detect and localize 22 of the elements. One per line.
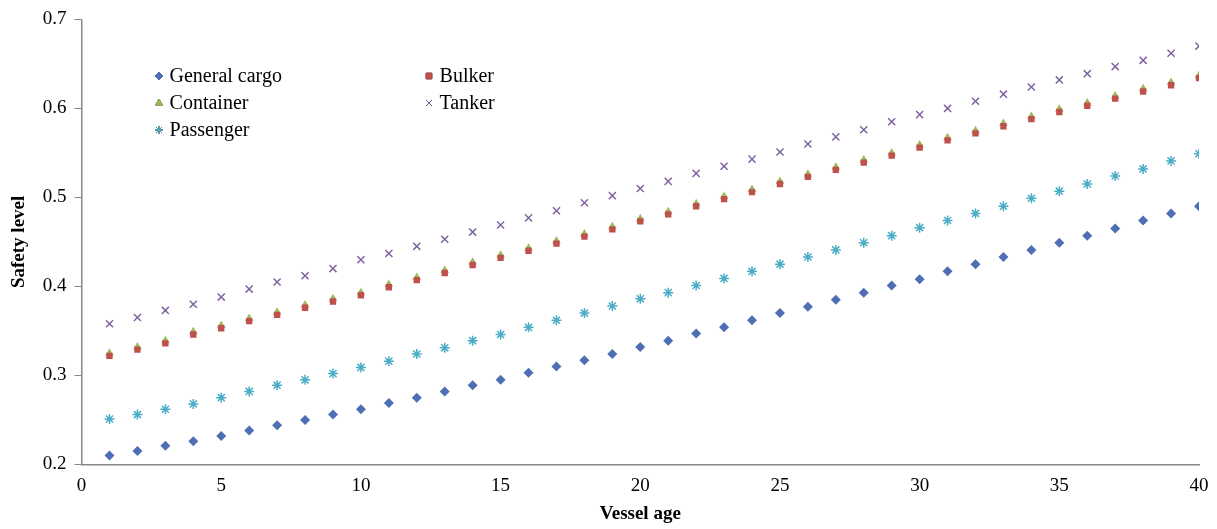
y-tick-label: 0.3 [42, 363, 67, 385]
y-tick-label: 0.7 [42, 7, 67, 29]
x-axis-title: Vessel age [599, 501, 681, 523]
x-tick-label: 0 [76, 473, 87, 495]
y-tick-label: 0.5 [42, 185, 67, 207]
x-tick-label: 35 [1049, 473, 1069, 495]
x-tick-label: 15 [491, 473, 511, 495]
y-tick-label: 0.4 [42, 274, 68, 296]
legend-label: Tanker [439, 91, 495, 115]
legend-label: Passenger [169, 118, 250, 142]
x-tick-label: 10 [351, 473, 371, 495]
legend-label: General cargo [169, 64, 282, 88]
x-tick-label: 20 [630, 473, 650, 495]
legend-label: Bulker [439, 64, 494, 88]
x-tick-label: 30 [910, 473, 930, 495]
x-tick-label: 5 [216, 473, 226, 495]
x-tick-label: 25 [770, 473, 790, 495]
y-tick-label: 0.6 [42, 96, 67, 118]
y-axis-title: Safety level [7, 195, 29, 289]
legend-label: Container [169, 91, 249, 115]
x-tick-label: 40 [1189, 473, 1209, 495]
y-tick-label: 0.2 [42, 452, 67, 474]
